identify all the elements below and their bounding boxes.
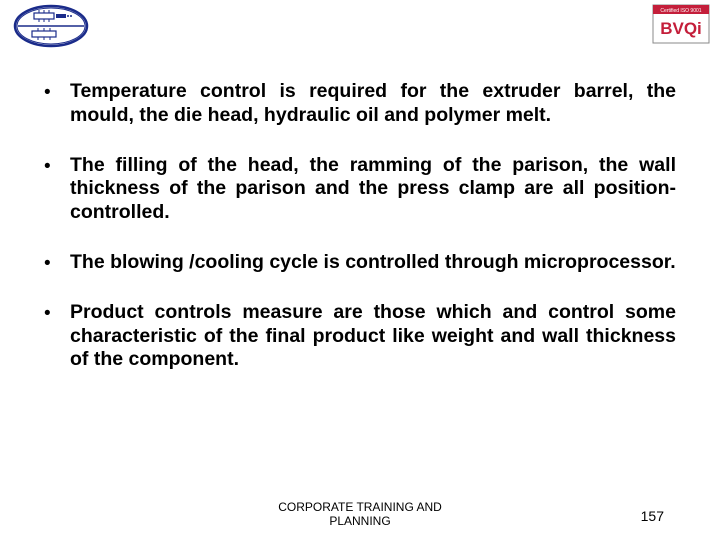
bullet-marker: • <box>44 301 70 372</box>
bullet-item: • The blowing /cooling cycle is controll… <box>44 251 676 275</box>
bullet-item: • Product controls measure are those whi… <box>44 301 676 372</box>
bullet-text: Product controls measure are those which… <box>70 301 676 372</box>
footer-line2: PLANNING <box>329 514 390 528</box>
slide-header: Certified ISO 9001 BVQi <box>0 0 720 52</box>
bullet-item: • Temperature control is required for th… <box>44 80 676 128</box>
bullet-item: • The filling of the head, the ramming o… <box>44 154 676 225</box>
bullet-text: Temperature control is required for the … <box>70 80 676 128</box>
bullet-text: The filling of the head, the ramming of … <box>70 154 676 225</box>
svg-text:Certified ISO 9001: Certified ISO 9001 <box>660 8 701 14</box>
certification-logo-right: Certified ISO 9001 BVQi <box>652 4 710 44</box>
bullet-marker: • <box>44 80 70 128</box>
bullet-marker: • <box>44 154 70 225</box>
company-logo-left <box>12 4 90 48</box>
bullet-marker: • <box>44 251 70 275</box>
footer-text: CORPORATE TRAINING AND PLANNING <box>278 500 442 529</box>
svg-text:BVQi: BVQi <box>660 19 702 38</box>
footer-line1: CORPORATE TRAINING AND <box>278 500 442 514</box>
page-number: 157 <box>641 508 664 524</box>
slide-footer: CORPORATE TRAINING AND PLANNING <box>0 500 720 530</box>
bullet-text: The blowing /cooling cycle is controlled… <box>70 251 676 275</box>
slide-content: • Temperature control is required for th… <box>0 52 720 372</box>
